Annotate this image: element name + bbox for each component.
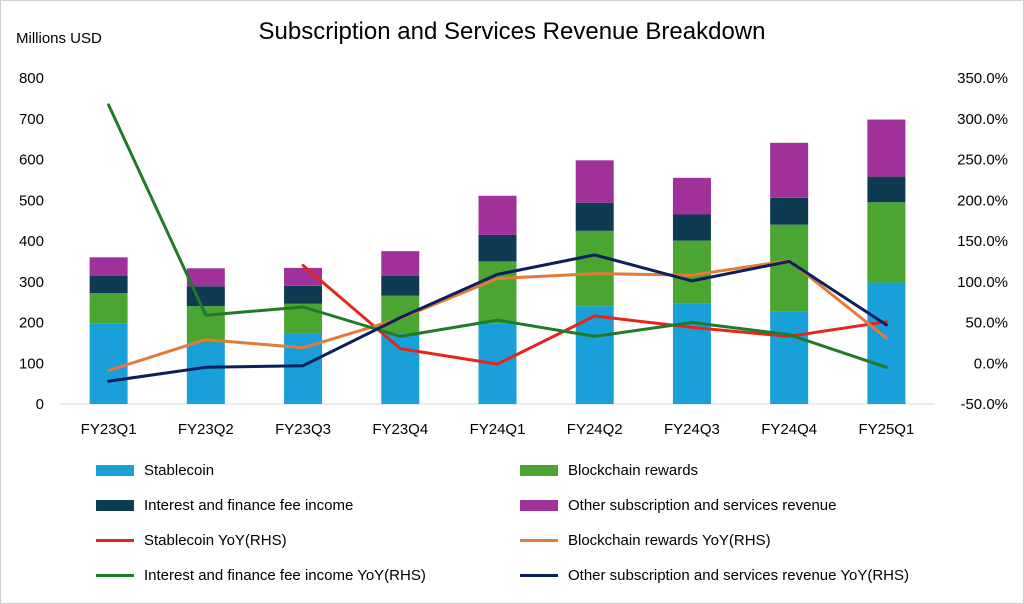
x-tick-label: FY25Q1 <box>858 421 914 438</box>
legend-label: Interest and finance fee income <box>144 497 354 514</box>
x-tick-label: FY23Q4 <box>372 421 428 438</box>
legend-item: Stablecoin <box>96 462 214 479</box>
bar-segment-stablecoin <box>89 323 128 404</box>
bar-segment-other-subscription-and-services-revenue <box>575 160 614 203</box>
x-tick-label: FY24Q2 <box>567 421 623 438</box>
bar-segment-interest-and-finance-fee-income <box>478 234 517 262</box>
legend-swatch <box>96 500 134 511</box>
series-line-blockchain-rewards-yoy-rhs- <box>107 259 888 373</box>
y-tick-label: 500 <box>19 192 44 209</box>
bar-segment-stablecoin <box>186 342 225 404</box>
series-line-stablecoin-yoy-rhs- <box>301 264 888 366</box>
x-tick-label: FY24Q3 <box>664 421 720 438</box>
bar-segment-other-subscription-and-services-revenue <box>867 119 906 177</box>
y2-tick-label: 50.0% <box>965 315 1008 332</box>
bar-segment-stablecoin <box>672 303 711 404</box>
legend-swatch <box>96 465 134 476</box>
legend-swatch <box>520 539 558 542</box>
bar-segment-blockchain-rewards <box>381 295 420 334</box>
x-tick-label: FY23Q1 <box>81 421 137 438</box>
x-tick-label: FY23Q3 <box>275 421 331 438</box>
y-tick-label: 800 <box>19 70 44 87</box>
legend-item: Blockchain rewards YoY(RHS) <box>520 532 771 549</box>
bar-segment-stablecoin <box>770 311 809 404</box>
legend-label: Blockchain rewards YoY(RHS) <box>568 532 771 549</box>
y-tick-label: 100 <box>19 355 44 372</box>
y-tick-label: 700 <box>19 111 44 128</box>
series-line-interest-and-finance-fee-income-yoy-rhs- <box>107 103 888 369</box>
bar-segment-blockchain-rewards <box>186 306 225 343</box>
x-tick-label: FY23Q2 <box>178 421 234 438</box>
legend-swatch <box>520 574 558 577</box>
bar-segment-other-subscription-and-services-revenue <box>770 142 809 198</box>
y-tick-label: 200 <box>19 315 44 332</box>
legend-label: Stablecoin YoY(RHS) <box>144 532 287 549</box>
y-tick-label: 300 <box>19 274 44 291</box>
y2-tick-label: 0.0% <box>974 355 1008 372</box>
legend-item: Other subscription and services revenue <box>520 497 836 514</box>
y-tick-label: 0 <box>36 396 44 413</box>
bar-segment-other-subscription-and-services-revenue <box>186 268 225 287</box>
legend-item: Other subscription and services revenue … <box>520 567 909 584</box>
bar-segment-stablecoin <box>381 333 420 404</box>
x-tick-label: FY24Q1 <box>470 421 526 438</box>
x-tick-label: FY24Q4 <box>761 421 817 438</box>
legend-swatch <box>520 500 558 511</box>
bar-segment-interest-and-finance-fee-income <box>89 275 128 294</box>
bar-segment-blockchain-rewards <box>89 293 128 324</box>
bar-segment-other-subscription-and-services-revenue <box>381 251 420 276</box>
bar-segment-stablecoin <box>575 306 614 404</box>
legend-label: Interest and finance fee income YoY(RHS) <box>144 567 426 584</box>
bar-segment-blockchain-rewards <box>867 202 906 283</box>
legend-label: Other subscription and services revenue <box>568 497 837 514</box>
y2-tick-label: -50.0% <box>960 396 1008 413</box>
bar-segment-stablecoin <box>867 282 906 404</box>
legend-label: Blockchain rewards <box>568 462 699 479</box>
bar-segment-other-subscription-and-services-revenue <box>478 195 517 235</box>
y2-tick-label: 150.0% <box>957 233 1008 250</box>
bar-segment-other-subscription-and-services-revenue <box>672 177 711 215</box>
chart-title: Subscription and Services Revenue Breakd… <box>258 18 766 45</box>
y2-tick-label: 250.0% <box>957 152 1008 169</box>
y-tick-label: 400 <box>19 233 44 250</box>
y-tick-label: 600 <box>19 152 44 169</box>
legend-item: Interest and finance fee income <box>96 497 353 514</box>
legend-item: Interest and finance fee income YoY(RHS) <box>96 567 426 584</box>
legend-swatch <box>520 465 558 476</box>
y2-tick-label: 200.0% <box>957 192 1008 209</box>
legend-label: Other subscription and services revenue … <box>568 567 910 584</box>
y2-tick-label: 100.0% <box>957 274 1008 291</box>
bar-segment-interest-and-finance-fee-income <box>381 275 420 296</box>
bar-segment-interest-and-finance-fee-income <box>867 176 906 203</box>
y2-tick-label: 350.0% <box>957 70 1008 87</box>
legend-item: Blockchain rewards <box>520 462 698 479</box>
legend-swatch <box>96 574 134 577</box>
bar-segment-interest-and-finance-fee-income <box>770 197 809 225</box>
y2-tick-label: 300.0% <box>957 111 1008 128</box>
bar-segment-interest-and-finance-fee-income <box>672 214 711 241</box>
legend-label: Stablecoin <box>144 462 215 479</box>
series-line-other-subscription-and-services-revenue-yoy-rhs- <box>107 253 888 383</box>
legend-item: Stablecoin YoY(RHS) <box>96 532 287 549</box>
bar-segment-interest-and-finance-fee-income <box>284 285 323 304</box>
bar-segment-other-subscription-and-services-revenue <box>89 257 128 276</box>
legend-swatch <box>96 539 134 542</box>
y-axis-label: Millions USD <box>16 30 102 47</box>
bar-segment-blockchain-rewards <box>575 230 614 307</box>
bar-segment-interest-and-finance-fee-income <box>575 202 614 231</box>
